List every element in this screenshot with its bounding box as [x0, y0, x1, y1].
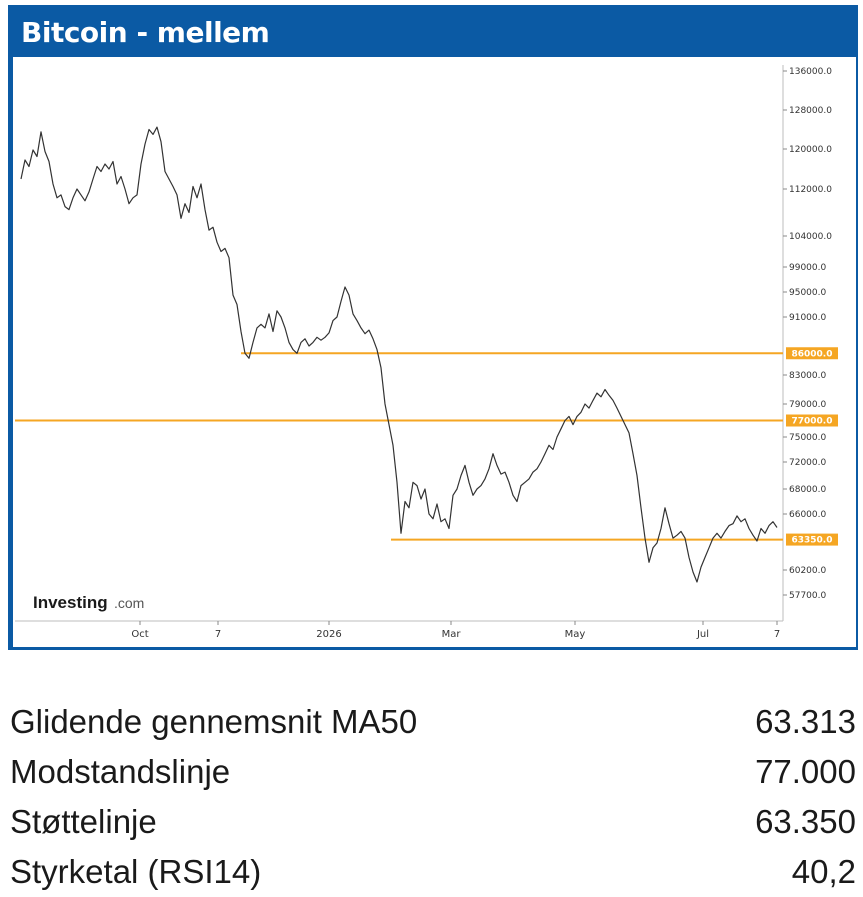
y-tick-label: 112000.0 — [789, 185, 832, 195]
y-tick-label: 104000.0 — [789, 232, 832, 242]
y-tick-label: 120000.0 — [789, 145, 832, 155]
x-tick-label: 7 — [215, 629, 221, 640]
level-label: 63350.0 — [792, 536, 833, 546]
y-tick-label: 99000.0 — [789, 263, 826, 273]
stat-label: Glidende gennemsnit MA50 — [10, 703, 418, 740]
y-tick-label: 136000.0 — [789, 67, 832, 77]
y-tick-label: 68000.0 — [789, 485, 826, 495]
y-tick-label: 66000.0 — [789, 510, 826, 520]
x-tick-label: Jul — [696, 629, 709, 640]
stat-row: Glidende gennemsnit MA50 63.313 — [10, 697, 856, 747]
stat-label: Styrketal (RSI14) — [10, 853, 262, 890]
y-tick-label: 57700.0 — [789, 591, 826, 601]
chart-area: 136000.0 128000.0 120000.0 112000.0 104000.0… — [13, 57, 856, 647]
price-line — [20, 126, 778, 583]
x-tick-label: 7 — [774, 629, 780, 640]
x-tick-label: Mar — [442, 629, 462, 640]
level-badge — [786, 533, 838, 546]
panel-title: Bitcoin - mellem — [21, 16, 270, 49]
level-label: 86000.0 — [792, 349, 833, 359]
level-badge — [786, 347, 838, 360]
level-label: 77000.0 — [792, 417, 833, 427]
x-tick-label: May — [565, 629, 586, 640]
stat-value: 77.000 — [755, 753, 856, 790]
x-tick-label: Oct — [131, 629, 148, 640]
y-tick-label: 83000.0 — [789, 371, 826, 381]
price-chart: 136000.0 128000.0 120000.0 112000.0 104000.0… — [15, 65, 838, 640]
y-tick-label: 75000.0 — [789, 433, 826, 443]
chart-panel: Bitcoin - mellem 136000.0 128000.0 120000.… — [8, 5, 858, 650]
stats-table: Glidende gennemsnit MA50 63.313 Modstand… — [10, 697, 856, 897]
stat-row: Modstandslinje 77.000 — [10, 747, 856, 797]
investing-logo: Investing — [33, 593, 108, 612]
stat-value: 40,2 — [791, 853, 856, 890]
stat-label: Støttelinje — [10, 803, 157, 840]
stat-label: Modstandslinje — [10, 753, 231, 790]
stat-row: Styrketal (RSI14) 40,2 — [10, 847, 856, 897]
y-tick-label: 128000.0 — [789, 106, 832, 116]
x-tick-label: 2026 — [316, 629, 341, 640]
y-tick-label: 72000.0 — [789, 458, 826, 468]
y-tick-label: 91000.0 — [789, 313, 826, 323]
investing-logo-suffix: .com — [114, 595, 144, 611]
level-badge — [786, 414, 838, 427]
y-tick-label: 95000.0 — [789, 288, 826, 298]
y-tick-label: 60200.0 — [789, 566, 826, 576]
stat-row: Støttelinje 63.350 — [10, 797, 856, 847]
stat-value: 63.313 — [755, 703, 856, 740]
y-tick-label: 79000.0 — [789, 400, 826, 410]
stat-value: 63.350 — [755, 803, 856, 840]
